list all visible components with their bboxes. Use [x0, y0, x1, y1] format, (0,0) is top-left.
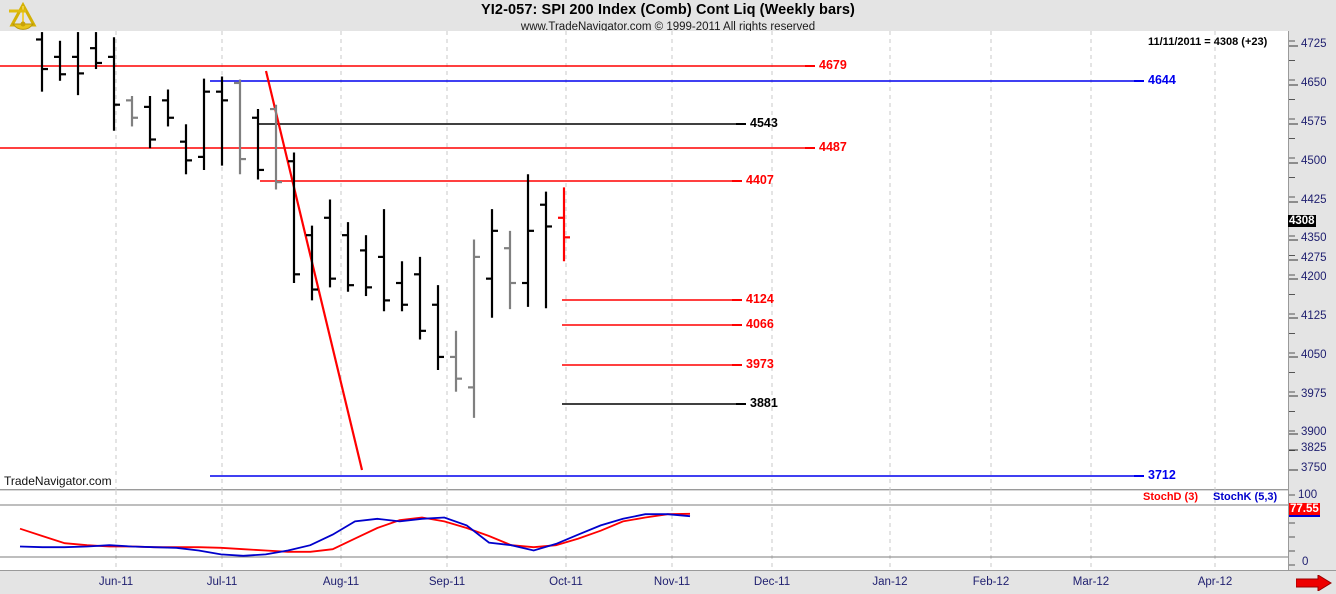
- price-level-label-3881: 3881: [750, 396, 778, 410]
- date-axis-tick-Aug-11: Aug-11: [322, 576, 360, 588]
- watermark-text: TradeNavigator.com: [4, 474, 112, 488]
- price-level-dash: [732, 180, 742, 182]
- stochd-legend[interactable]: StochD (3): [1143, 491, 1198, 503]
- last-quote-note: 11/11/2011 = 4308 (+23): [1148, 36, 1268, 48]
- price-axis-tick-4200: 4200: [1301, 271, 1327, 283]
- chart-header: YI2-057: SPI 200 Index (Comb) Cont Liq (…: [0, 0, 1336, 33]
- price-level-dash: [732, 299, 742, 301]
- date-axis-tick-Sep-11: Sep-11: [428, 576, 466, 588]
- price-level-dash: [732, 324, 742, 326]
- price-axis-tick-4575: 4575: [1301, 116, 1327, 128]
- price-level-label-4124: 4124: [746, 292, 774, 306]
- price-level-label-4543: 4543: [750, 116, 778, 130]
- price-axis-tick-4125: 4125: [1301, 310, 1327, 322]
- price-axis-ticks: [1289, 40, 1298, 566]
- scroll-forward-arrow-icon[interactable]: [1296, 575, 1332, 591]
- price-axis-tick-4500: 4500: [1301, 155, 1327, 167]
- price-axis[interactable]: [1288, 31, 1336, 570]
- price-level-label-4066: 4066: [746, 317, 774, 331]
- price-plot: [0, 31, 1216, 490]
- price-level-dash: [732, 364, 742, 366]
- price-level-dash: [736, 403, 746, 405]
- date-axis-tick-Jul-11: Jul-11: [206, 576, 238, 588]
- stochk-legend[interactable]: StochK (5,3): [1213, 491, 1278, 503]
- date-axis-tick-Apr-12: Apr-12: [1197, 576, 1233, 588]
- price-level-label-4407: 4407: [746, 173, 774, 187]
- price-axis-tick-3825: 3825: [1301, 442, 1327, 454]
- price-level-label-3712: 3712: [1148, 468, 1176, 482]
- price-level-dash: [805, 65, 815, 67]
- date-axis-tick-Oct-11: Oct-11: [549, 576, 583, 588]
- page-title: YI2-057: SPI 200 Index (Comb) Cont Liq (…: [481, 2, 855, 18]
- price-level-label-4679: 4679: [819, 58, 847, 72]
- price-axis-tick-4350: 4350: [1301, 232, 1327, 244]
- date-axis-tick-Nov-11: Nov-11: [653, 576, 691, 588]
- price-axis-tick-4725: 4725: [1301, 38, 1327, 50]
- price-level-dash: [805, 147, 815, 149]
- price-axis-tick-3975: 3975: [1301, 388, 1327, 400]
- indicator-top-tick: 100: [1298, 489, 1318, 501]
- indicator-value-marker: 77.55: [1289, 503, 1320, 517]
- price-axis-tick-4275: 4275: [1301, 252, 1327, 264]
- price-level-dash: [1134, 80, 1144, 82]
- sextant-logo-icon: [6, 2, 40, 30]
- date-axis-tick-Feb-12: Feb-12: [972, 576, 1010, 588]
- price-level-label-4487: 4487: [819, 140, 847, 154]
- price-axis-tick-3750: 3750: [1301, 462, 1327, 474]
- price-chart-panel[interactable]: TradeNavigator.com: [0, 31, 1288, 490]
- price-axis-tick-3900: 3900: [1301, 426, 1327, 438]
- price-level-dash: [736, 123, 746, 125]
- stochastic-plot: [0, 491, 1288, 571]
- price-level-dash: [1134, 475, 1144, 477]
- price-axis-tick-4425: 4425: [1301, 194, 1327, 206]
- date-axis-tick-Mar-12: Mar-12: [1072, 576, 1110, 588]
- copyright-subtitle: www.TradeNavigator.com © 1999-2011 All r…: [520, 21, 816, 33]
- price-axis-tick-4050: 4050: [1301, 349, 1327, 361]
- stochastic-panel[interactable]: [0, 490, 1288, 571]
- date-axis-tick-Jun-11: Jun-11: [98, 576, 134, 588]
- date-axis[interactable]: [0, 570, 1336, 594]
- current-price-marker: 4308: [1288, 215, 1316, 227]
- price-axis-tick-4650: 4650: [1301, 77, 1327, 89]
- date-axis-tick-Dec-11: Dec-11: [753, 576, 791, 588]
- indicator-bottom-tick: 0: [1302, 556, 1309, 568]
- date-axis-tick-Jan-12: Jan-12: [872, 576, 908, 588]
- price-level-label-3973: 3973: [746, 357, 774, 371]
- price-level-label-4644: 4644: [1148, 73, 1176, 87]
